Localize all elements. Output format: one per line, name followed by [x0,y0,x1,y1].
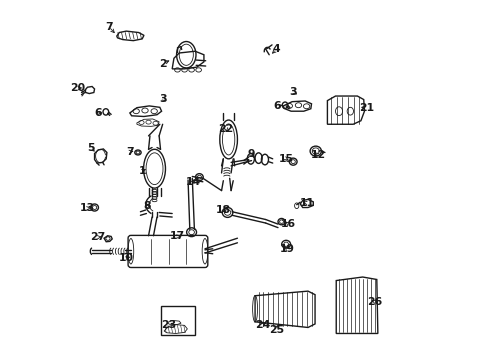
Text: 6: 6 [273,101,281,111]
Text: 4: 4 [272,45,280,54]
Text: 19: 19 [279,244,294,254]
Text: 18: 18 [215,205,230,215]
Text: 5: 5 [87,143,95,153]
Text: 6: 6 [94,108,102,118]
Text: 3: 3 [159,94,167,104]
Text: 25: 25 [268,325,283,335]
Text: 27: 27 [90,232,105,242]
Text: 16: 16 [281,219,296,229]
Text: 1: 1 [138,166,145,176]
Text: 20: 20 [70,83,85,93]
Text: 9: 9 [247,149,255,158]
Text: 2: 2 [159,59,166,68]
Bar [160,306,195,335]
Text: 22: 22 [218,124,233,134]
Text: 24: 24 [255,320,270,330]
Text: 3: 3 [289,87,296,97]
Text: 21: 21 [358,103,373,113]
Text: 8: 8 [143,202,151,211]
Text: 13: 13 [80,203,95,213]
Text: 11: 11 [299,198,314,208]
Text: 12: 12 [310,150,325,160]
Text: 7: 7 [126,147,133,157]
Text: 26: 26 [366,297,382,307]
Text: 10: 10 [119,253,134,263]
Text: 17: 17 [169,231,184,242]
Text: 7: 7 [104,22,112,32]
Text: 23: 23 [161,320,176,330]
Text: 15: 15 [278,154,293,164]
Text: 14: 14 [185,177,201,187]
